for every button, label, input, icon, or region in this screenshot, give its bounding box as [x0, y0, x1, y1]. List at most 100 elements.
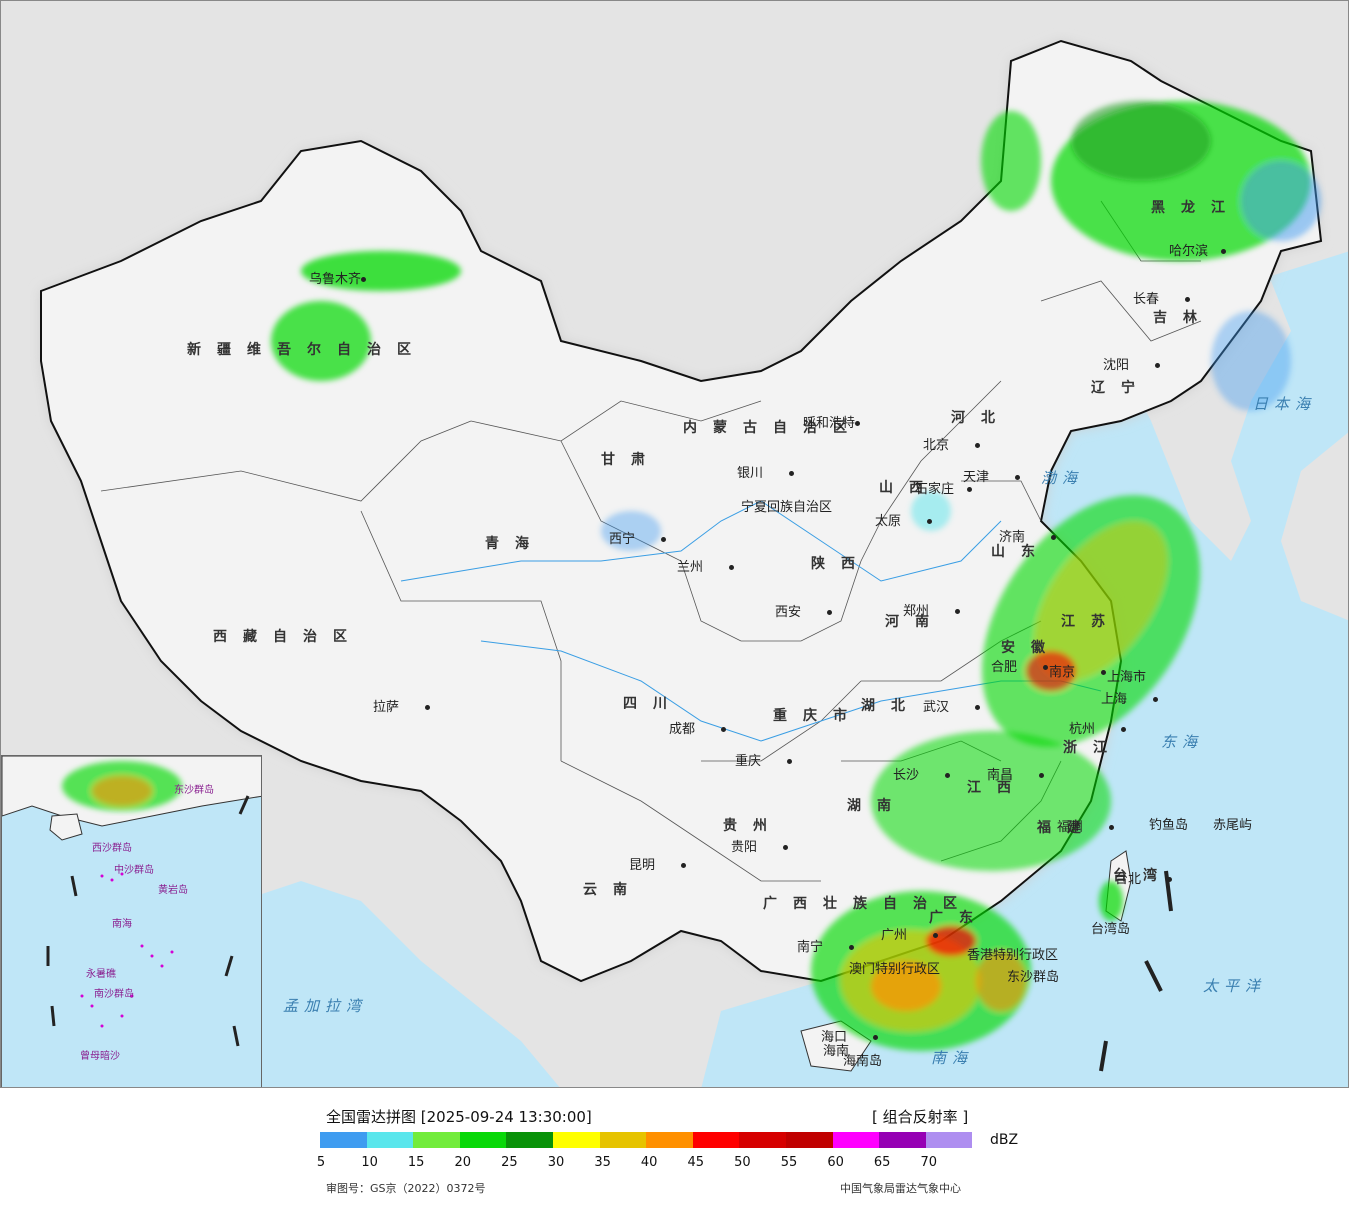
city-marker [955, 609, 960, 614]
city-label: 兰州 [677, 560, 704, 575]
province-label: 辽宁 [1091, 380, 1151, 396]
province-label: 四川 [623, 696, 683, 712]
city-marker [975, 443, 980, 448]
place-label: 海南 [823, 1044, 850, 1059]
city-marker [873, 1035, 878, 1040]
color-swatch [925, 1132, 973, 1148]
city-label: 杭州 [1069, 722, 1096, 737]
color-tick-label: 35 [594, 1155, 611, 1170]
city-marker [425, 705, 430, 710]
color-swatch [413, 1132, 460, 1148]
legend-title: 全国雷达拼图 [2025-09-24 13:30:00] [326, 1108, 592, 1126]
color-tick-label: 60 [827, 1155, 844, 1170]
color-tick-label: 20 [454, 1155, 472, 1170]
province-label: 黑龙江 [1151, 200, 1241, 216]
province-label: 山东 [991, 544, 1051, 560]
city-label: 台北 [1115, 872, 1142, 887]
city-marker [967, 487, 972, 492]
province-label: 台湾 [1113, 868, 1173, 884]
city-label: 银川 [737, 466, 764, 481]
province-label: 内蒙古自治区 [683, 420, 863, 436]
south-china-sea-inset[interactable]: 东沙群岛 西沙群岛 中沙群岛 黄岩岛 南海 南沙群岛 永暑礁 曾母暗沙 [1, 755, 262, 1087]
city-label: 福州 [1057, 820, 1084, 835]
inset-hainan [49, 813, 83, 841]
province-label: 山西 [879, 480, 939, 496]
sea-label: 东海 [1161, 733, 1204, 751]
color-swatch [832, 1132, 880, 1148]
color-tick-label: 40 [640, 1155, 658, 1170]
city-label: 天津 [963, 470, 990, 485]
city-label: 太原 [875, 514, 902, 529]
color-swatch [366, 1132, 414, 1148]
color-swatch [692, 1132, 740, 1148]
city-label: 拉萨 [373, 700, 400, 715]
color-swatch [320, 1132, 367, 1148]
color-tick-label: 30 [547, 1155, 565, 1170]
city-marker [783, 845, 788, 850]
inset-dashes [46, 795, 250, 1047]
color-tick-label: 5 [316, 1155, 326, 1170]
japan-land [1281, 432, 1348, 621]
place-label: 香港特别行政区 [967, 948, 1059, 963]
city-label: 昆明 [629, 858, 656, 873]
ocean-bay-of-bengal [241, 881, 560, 1087]
province-label: 云南 [583, 882, 643, 898]
city-label: 长沙 [893, 768, 920, 783]
city-marker [721, 727, 726, 732]
city-marker [787, 759, 792, 764]
color-scale [320, 1132, 973, 1148]
inset-label: 黄岩岛 [158, 885, 188, 896]
color-swatch [739, 1132, 786, 1148]
inset-islands [80, 872, 174, 1028]
color-tick-label: 25 [501, 1155, 518, 1170]
city-label: 上海 [1101, 692, 1128, 707]
review-number: 审图号：GS京（2022）0372号 [326, 1182, 486, 1195]
product-name: [ 组合反射率 ] [872, 1108, 969, 1126]
color-tick-label: 50 [734, 1155, 751, 1170]
city-label: 武汉 [923, 700, 950, 715]
city-label: 南昌 [987, 768, 1014, 783]
province-label: 江苏 [1061, 614, 1121, 630]
city-label: 海口 [821, 1030, 848, 1045]
inset-label: 永暑礁 [86, 969, 116, 980]
city-label: 长春 [1133, 292, 1160, 307]
province-label: 贵州 [723, 818, 783, 834]
city-marker [789, 471, 794, 476]
color-swatch [785, 1132, 833, 1148]
radar-map[interactable]: 新疆维吾尔自治区 西藏自治区 青海 甘肃 内蒙古自治区 四川 云南 贵州 广西壮族自治区 陕西 山西… [0, 0, 1349, 1088]
place-label: 上海市 [1107, 670, 1147, 685]
boundary-dashes [1099, 870, 1173, 1072]
color-swatch [552, 1132, 600, 1148]
color-swatch [459, 1132, 507, 1148]
sea-label: 太平洋 [1203, 977, 1267, 995]
city-marker [855, 421, 860, 426]
city-label: 西宁 [609, 532, 636, 547]
place-label: 钓鱼岛 [1149, 818, 1189, 833]
sea-label: 南海 [931, 1049, 974, 1067]
city-label: 贵阳 [731, 840, 758, 855]
city-marker [1155, 363, 1160, 368]
color-tick-label: 55 [780, 1155, 798, 1170]
city-label: 乌鲁木齐 [309, 272, 362, 287]
province-label: 西藏自治区 [213, 629, 363, 645]
legend-panel: 全国雷达拼图 [2025-09-24 13:30:00] [ 组合反射率 ] d… [0, 1088, 1349, 1208]
city-marker [1221, 249, 1226, 254]
city-marker [975, 705, 980, 710]
inset-canvas [2, 756, 261, 1047]
place-label: 澳门特别行政区 [849, 962, 941, 977]
city-marker [945, 773, 950, 778]
province-label: 广西壮族自治区 [763, 896, 973, 912]
province-label: 江西 [967, 780, 1027, 796]
city-marker [1101, 670, 1106, 675]
province-label: 重庆市 [773, 708, 863, 724]
city-label: 合肥 [991, 660, 1018, 675]
inset-label: 中沙群岛 [114, 865, 154, 876]
color-swatch [646, 1132, 693, 1148]
province-label: 湖南 [847, 798, 907, 814]
organization: 中国气象局雷达气象中心 [840, 1182, 961, 1195]
city-marker [849, 945, 854, 950]
city-marker [1167, 877, 1172, 882]
city-marker [1039, 773, 1044, 778]
city-marker [1015, 475, 1020, 480]
city-marker [681, 863, 686, 868]
